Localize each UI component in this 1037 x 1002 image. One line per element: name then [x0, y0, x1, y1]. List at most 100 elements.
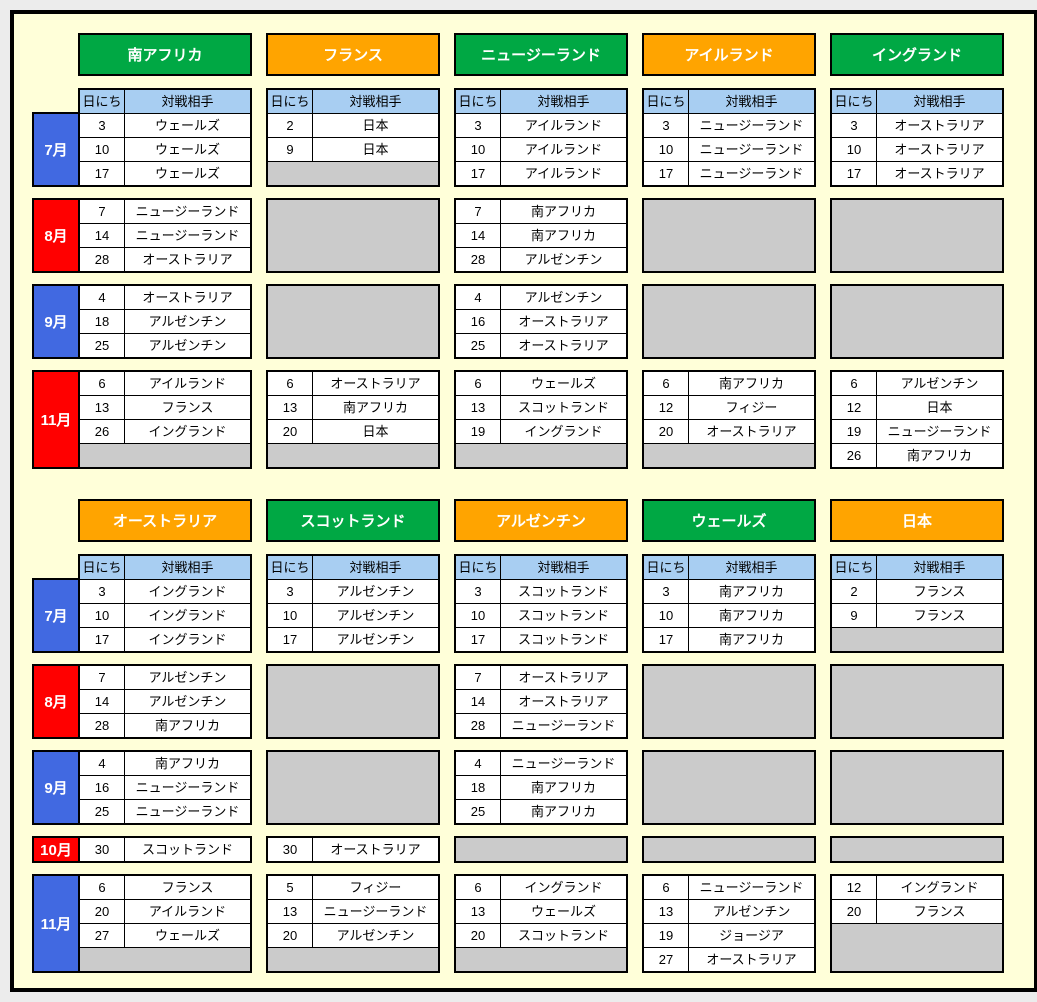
match-date-cell: 25 [80, 334, 125, 357]
team-month-table [266, 284, 440, 359]
no-match-filler [268, 666, 438, 737]
match-date-cell: 3 [832, 114, 877, 137]
match-opponent-cell: ニュージーランド [135, 780, 240, 795]
match-opponent-cell: ウェールズ [154, 166, 220, 181]
opponent-column-header: 対戦相手 [349, 560, 402, 575]
match-opponent-cell: スコットランド [141, 842, 233, 857]
no-match-filler [80, 443, 250, 467]
team-month-table: 6 南アフリカ 12 フィジー 20 オーストラリア [642, 370, 816, 469]
match-row: 30 オーストラリア [268, 838, 438, 861]
match-opponent-cell: オーストラリア [894, 142, 985, 157]
month-block-row: 8月 7 アルゼンチン 14 アルゼンチン 28 南アフリカ 7 オーストラリア 14 オーストラリ… [32, 664, 1018, 739]
no-match-filler [456, 838, 626, 861]
match-date-cell: 30 [268, 838, 313, 861]
match-date-cell: 7 [456, 666, 501, 689]
column-header-row: 日にち 対戦相手 [644, 556, 814, 579]
match-date-cell: 6 [268, 372, 313, 395]
match-row: 3 南アフリカ [644, 579, 814, 603]
match-row: 3 ニュージーランド [644, 113, 814, 137]
no-match-filler [456, 443, 626, 467]
match-date-cell: 10 [644, 138, 689, 161]
match-date-cell: 14 [80, 224, 125, 247]
month-slot: 11月 [32, 370, 80, 469]
match-opponent-cell: ニュージーランド [135, 228, 240, 243]
match-date-cell: 19 [456, 420, 501, 443]
match-opponent-cell: 南アフリカ [530, 780, 596, 795]
no-match-filler [832, 752, 1002, 823]
opponent-column-header: 対戦相手 [537, 94, 590, 109]
date-column-header: 日にち [80, 90, 125, 113]
match-row: 20 オーストラリア [644, 419, 814, 443]
match-row: 13 フランス [80, 395, 250, 419]
match-opponent-cell: アイルランド [148, 904, 227, 919]
team-month-table: 日にち 対戦相手 3 アルゼンチン 10 アルゼンチン 17 アルゼンチン [266, 554, 440, 653]
match-row: 10 イングランド [80, 603, 250, 627]
team-month-table [830, 836, 1004, 863]
no-match-filler [268, 200, 438, 271]
team-month-table [642, 750, 816, 825]
date-column-header: 日にち [80, 556, 125, 579]
match-opponent-cell: 日本 [926, 400, 953, 415]
match-row: 12 イングランド [832, 876, 1002, 899]
match-date-cell: 6 [644, 876, 689, 899]
match-opponent-cell: スコットランド [517, 584, 609, 599]
match-date-cell: 20 [268, 924, 313, 947]
match-row: 13 スコットランド [456, 395, 626, 419]
team-month-table: 日にち 対戦相手 3 イングランド 10 イングランド 17 イングランド [78, 554, 252, 653]
match-row: 4 アルゼンチン [456, 286, 626, 309]
match-opponent-cell: オーストラリア [706, 424, 797, 439]
match-date-cell: 27 [80, 924, 125, 947]
match-date-cell: 10 [80, 138, 125, 161]
match-date-cell: 20 [832, 900, 877, 923]
match-opponent-cell: アルゼンチン [524, 252, 603, 267]
no-match-filler [832, 838, 1002, 861]
month-label: 10月 [32, 836, 80, 863]
team-month-table: 日にち 対戦相手 3 南アフリカ 10 南アフリカ 17 南アフリカ [642, 554, 816, 653]
match-opponent-cell: ウェールズ [530, 904, 596, 919]
month-spacer [32, 554, 80, 578]
match-row: 14 オーストラリア [456, 689, 626, 713]
match-date-cell: 19 [832, 420, 877, 443]
match-date-cell: 10 [80, 604, 125, 627]
match-date-cell: 25 [80, 800, 125, 823]
match-date-cell: 9 [268, 138, 313, 161]
match-date-cell: 28 [456, 714, 501, 737]
match-row: 7 ニュージーランド [80, 200, 250, 223]
team-header: 南アフリカ [78, 33, 252, 76]
match-opponent-cell: ニュージーランド [699, 142, 804, 157]
match-date-cell: 12 [832, 396, 877, 419]
month-slot: 7月 [32, 88, 80, 187]
match-opponent-cell: アルゼンチン [148, 338, 227, 353]
match-opponent-cell: 南アフリカ [154, 756, 220, 771]
team-month-table: 日にち 対戦相手 2 日本 9 日本 [266, 88, 440, 187]
match-opponent-cell: オーストラリア [518, 314, 609, 329]
match-date-cell: 2 [832, 580, 877, 603]
opponent-column-header: 対戦相手 [725, 94, 778, 109]
match-opponent-cell: アイルランド [524, 118, 603, 133]
match-date-cell: 10 [456, 604, 501, 627]
match-opponent-cell: オーストラリア [894, 118, 985, 133]
match-opponent-cell: イングランド [148, 424, 227, 439]
match-opponent-cell: オーストラリア [518, 694, 609, 709]
column-header-row: 日にち 対戦相手 [80, 556, 250, 579]
match-row: 16 オーストラリア [456, 309, 626, 333]
schedule-board: 南アフリカ フランス ニュージーランド アイルランド イングランド 7月 日にち 対戦相手 3 ウ… [10, 10, 1037, 992]
match-date-cell: 5 [268, 876, 313, 899]
match-opponent-cell: アルゼンチン [712, 904, 791, 919]
match-opponent-cell: イングランド [524, 424, 603, 439]
match-opponent-cell: ウェールズ [154, 928, 220, 943]
month-slot: 11月 [32, 874, 80, 973]
team-header-row: オーストラリア スコットランド アルゼンチン ウェールズ 日本 [78, 499, 1018, 542]
match-opponent-cell: アイルランド [524, 166, 603, 181]
match-date-cell: 3 [644, 580, 689, 603]
match-row: 6 アイルランド [80, 372, 250, 395]
match-opponent-cell: オーストラリア [518, 670, 609, 685]
match-row: 17 イングランド [80, 627, 250, 651]
no-match-filler [268, 161, 438, 185]
match-row: 20 スコットランド [456, 923, 626, 947]
match-date-cell: 3 [268, 580, 313, 603]
match-date-cell: 10 [644, 604, 689, 627]
match-row: 19 ニュージーランド [832, 419, 1002, 443]
month-slot: 9月 [32, 750, 80, 825]
match-row: 6 ニュージーランド [644, 876, 814, 899]
